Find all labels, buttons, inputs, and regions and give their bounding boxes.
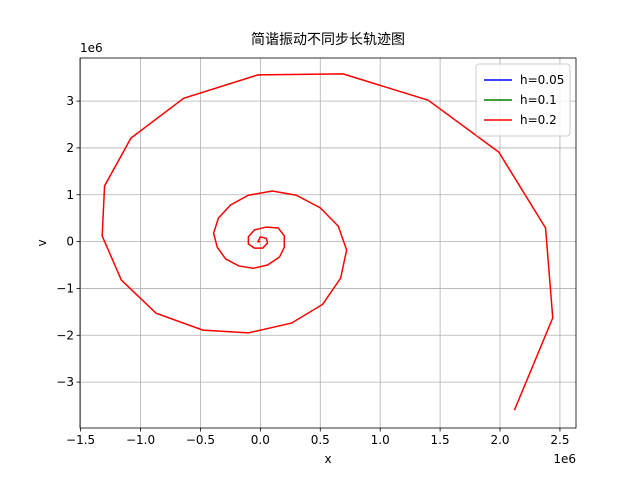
chart-title: 简谐振动不同步长轨迹图 — [251, 31, 405, 48]
legend-box — [475, 63, 571, 137]
x-tick-label: −1.0 — [126, 433, 155, 447]
x-tick-label: 0.0 — [251, 433, 270, 447]
x-tick-label: 1.5 — [431, 433, 450, 447]
y-tick-label: 0 — [66, 235, 74, 249]
y-offset-label: 1e6 — [80, 41, 103, 55]
x-tick-label: −0.5 — [186, 433, 215, 447]
legend-label: h=0.2 — [520, 113, 557, 127]
x-axis-label: x — [324, 452, 331, 466]
plot-frame — [79, 57, 577, 429]
y-tick-label: −1 — [56, 281, 74, 295]
y-tick-label: −3 — [56, 375, 74, 389]
x-tick-label: −1.5 — [66, 433, 95, 447]
x-offset-label: 1e6 — [553, 452, 576, 466]
y-tick-label: 2 — [66, 141, 74, 155]
x-tick-label: 1.0 — [371, 433, 390, 447]
legend-label: h=0.1 — [520, 93, 557, 107]
y-tick-label: −2 — [56, 328, 74, 342]
x-tick-label: 0.5 — [311, 433, 330, 447]
y-tick-label: 1 — [66, 188, 74, 202]
legend-label: h=0.05 — [520, 73, 564, 87]
series-line — [101, 73, 554, 411]
y-axis-label: v — [35, 239, 49, 246]
x-tick-label: 2.0 — [490, 433, 509, 447]
y-tick-label: 3 — [66, 94, 74, 108]
x-tick-label: 2.5 — [550, 433, 569, 447]
